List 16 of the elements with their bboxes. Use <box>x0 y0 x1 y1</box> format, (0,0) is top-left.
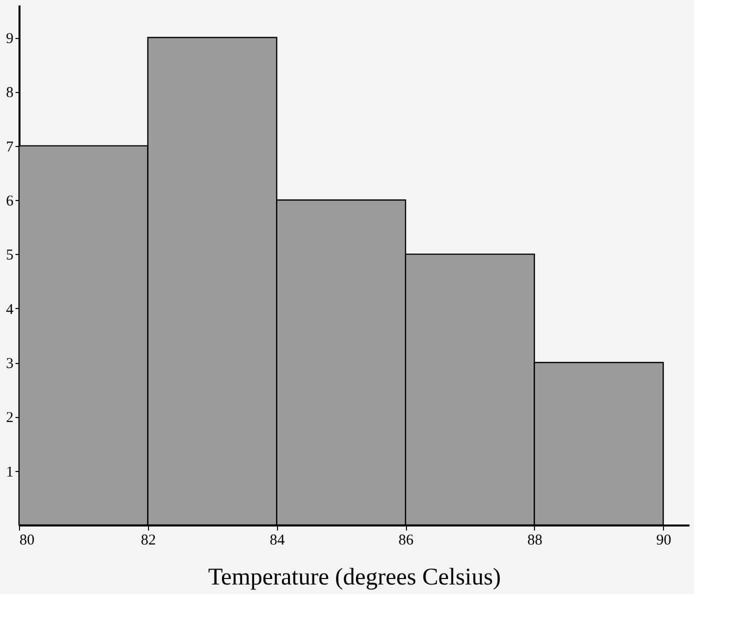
y-tick-label: 5 <box>6 248 14 264</box>
y-tick-label: 8 <box>6 85 14 102</box>
y-tick-label: 3 <box>6 356 14 372</box>
x-axis-title: Temperature (degrees Celsius) <box>208 564 501 590</box>
y-tick-label: 4 <box>6 302 14 318</box>
x-tick-label: 90 <box>656 532 672 548</box>
x-tick-label: 88 <box>527 532 542 548</box>
x-tick-label: 82 <box>140 532 156 548</box>
y-tick-label: 1 <box>6 464 14 480</box>
y-tick-label: 6 <box>6 194 14 210</box>
y-tick-label: 9 <box>6 31 14 47</box>
x-tick-label: 80 <box>20 532 34 548</box>
y-tick-label: 7 <box>6 139 14 156</box>
y-tick-label: 2 <box>6 410 14 426</box>
x-tick-label: 86 <box>398 532 414 548</box>
x-tick-label: 84 <box>270 532 286 548</box>
